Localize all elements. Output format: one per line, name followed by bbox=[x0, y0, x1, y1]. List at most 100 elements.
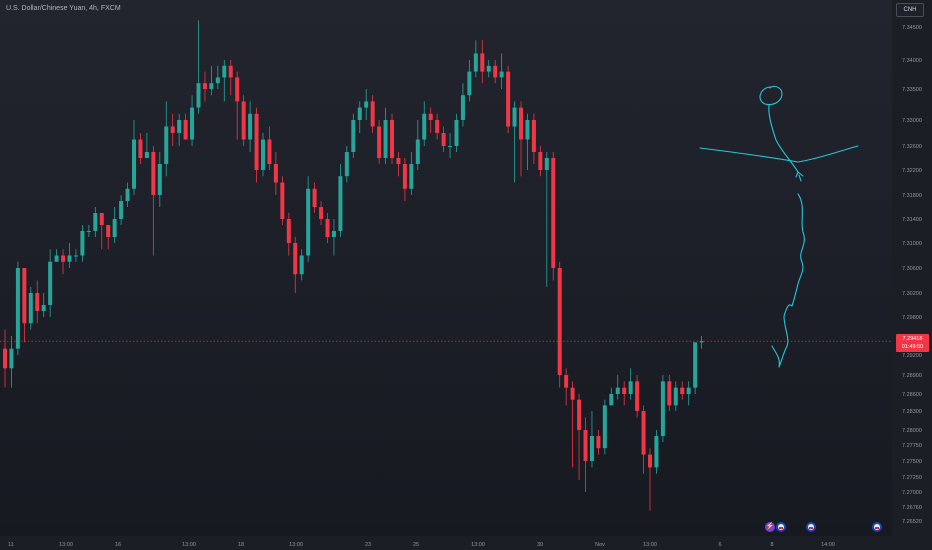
y-tick-label: 7.34500 bbox=[902, 25, 922, 31]
y-tick-label: 7.32600 bbox=[902, 144, 922, 150]
candle-body bbox=[454, 120, 459, 146]
y-tick-label: 7.28000 bbox=[902, 428, 922, 434]
candle-body bbox=[357, 107, 362, 120]
x-tick-label: 30 bbox=[537, 542, 543, 548]
candle-body bbox=[41, 305, 46, 311]
candle-body bbox=[570, 387, 575, 400]
candle-body bbox=[235, 77, 240, 102]
candle-body bbox=[273, 164, 278, 183]
candle-body bbox=[9, 348, 14, 369]
candle-body bbox=[248, 113, 253, 140]
candle-body bbox=[557, 268, 562, 375]
candle-body bbox=[61, 255, 66, 262]
current-price-value: 7.29418 bbox=[902, 336, 923, 342]
x-tick-label: Nov bbox=[595, 542, 605, 548]
us-flag-icon[interactable] bbox=[776, 522, 786, 532]
candle-body bbox=[577, 399, 582, 430]
candle-body bbox=[622, 387, 627, 394]
candle-body bbox=[538, 152, 543, 170]
candle-body bbox=[164, 126, 169, 164]
candle-body bbox=[144, 152, 149, 158]
y-tick-label: 7.31800 bbox=[902, 193, 922, 199]
candle-body bbox=[241, 101, 246, 140]
candle-body bbox=[48, 261, 53, 305]
currency-button[interactable]: CNH bbox=[896, 3, 924, 17]
x-tick-label: 13:00 bbox=[182, 542, 196, 548]
x-tick-label: 25 bbox=[413, 542, 419, 548]
us-flag-icon[interactable] bbox=[872, 522, 882, 532]
x-tick-label: 13:00 bbox=[643, 542, 657, 548]
candle-body bbox=[486, 65, 491, 72]
lightning-bolt-icon[interactable]: ⚡ bbox=[765, 522, 775, 532]
candle-body bbox=[73, 255, 78, 257]
y-tick-label: 7.29800 bbox=[902, 315, 922, 321]
candle-body bbox=[699, 341, 704, 343]
y-tick-label: 7.26760 bbox=[902, 505, 922, 511]
candle-body bbox=[441, 133, 446, 146]
candle-body bbox=[519, 107, 523, 140]
candle-body bbox=[351, 120, 356, 152]
candle-body bbox=[377, 126, 382, 158]
candle-body bbox=[525, 120, 530, 140]
candle-body bbox=[261, 139, 265, 170]
candle-body bbox=[312, 188, 317, 207]
candle-body bbox=[409, 164, 414, 189]
candle-body bbox=[93, 213, 98, 231]
y-tick-label: 7.33500 bbox=[902, 87, 922, 93]
candle-body bbox=[673, 387, 678, 406]
candle-body bbox=[383, 120, 388, 158]
candle-body bbox=[86, 231, 91, 232]
candle-body bbox=[473, 53, 478, 72]
candle-body bbox=[209, 83, 214, 89]
y-tick-label: 7.28300 bbox=[902, 409, 922, 415]
candle-body bbox=[293, 243, 298, 275]
candle-body bbox=[583, 430, 588, 461]
current-price-tag: 7.29418 01:49:50 bbox=[896, 334, 929, 352]
symbol-title[interactable]: U.S. Dollar/Chinese Yuan, 4h, FXCM bbox=[6, 5, 121, 12]
y-tick-label: 7.29200 bbox=[902, 353, 922, 359]
candle-body bbox=[35, 293, 40, 311]
candle-body bbox=[67, 255, 72, 262]
candle-body bbox=[602, 405, 607, 449]
candle-body bbox=[106, 225, 111, 237]
price-axis bbox=[892, 0, 932, 550]
candle-body bbox=[202, 83, 207, 89]
candle-body bbox=[196, 83, 201, 108]
candle-body bbox=[422, 113, 427, 140]
candle-body bbox=[183, 120, 188, 140]
candle-body bbox=[641, 411, 646, 455]
candle-body bbox=[493, 65, 498, 78]
candle-body bbox=[480, 53, 485, 72]
candle-body bbox=[28, 293, 33, 324]
y-tick-label: 7.27500 bbox=[902, 459, 922, 465]
candle-body bbox=[170, 126, 175, 133]
candle-body bbox=[693, 342, 698, 388]
candle-body bbox=[448, 146, 453, 147]
candle-body bbox=[80, 231, 85, 256]
candle-body bbox=[402, 164, 407, 189]
candle-body bbox=[648, 454, 652, 468]
candle-body bbox=[660, 381, 665, 436]
candle-body bbox=[415, 139, 420, 164]
candle-body bbox=[125, 188, 130, 201]
candle-body bbox=[680, 387, 685, 394]
candle-body bbox=[151, 152, 156, 195]
y-tick-label: 7.31000 bbox=[902, 241, 922, 247]
candle-body bbox=[54, 255, 59, 262]
x-tick-label: 23 bbox=[365, 542, 371, 548]
candle-body bbox=[364, 101, 369, 108]
x-tick-label: 6 bbox=[718, 542, 721, 548]
x-tick-label: 11 bbox=[8, 542, 14, 548]
candle-body bbox=[338, 176, 343, 231]
candle-body bbox=[325, 219, 330, 237]
candle-body bbox=[467, 71, 472, 96]
candle-body bbox=[22, 268, 27, 324]
drawing-arrow bbox=[795, 171, 804, 182]
candle-body bbox=[460, 95, 465, 120]
candle-body bbox=[132, 139, 136, 189]
us-flag-icon[interactable] bbox=[806, 522, 816, 532]
candle-body bbox=[428, 113, 433, 120]
candle-body bbox=[228, 65, 233, 78]
